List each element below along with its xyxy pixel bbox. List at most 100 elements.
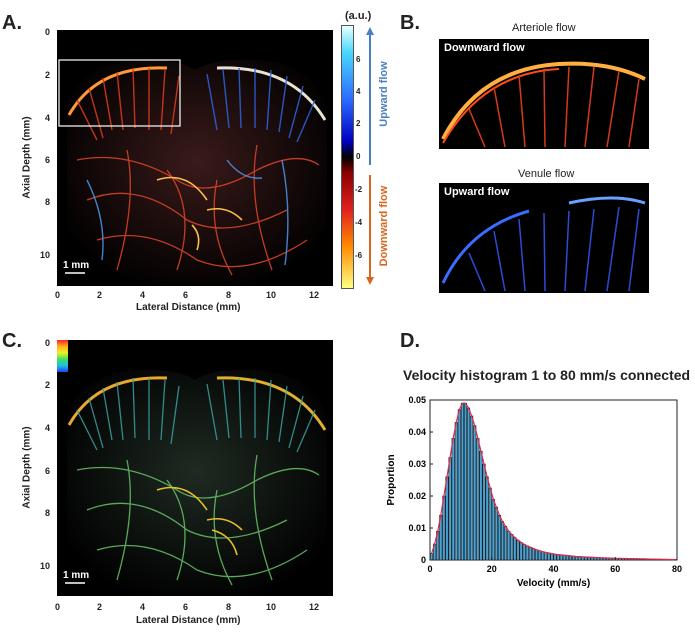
- xtick: 10: [266, 290, 277, 300]
- venule-title: Venule flow: [518, 168, 575, 180]
- histogram-bar: [457, 409, 461, 561]
- histogram-bar: [467, 407, 471, 561]
- xtick: 12: [309, 602, 320, 612]
- histogram-bar: [470, 415, 474, 561]
- xtick: 4: [140, 602, 146, 612]
- histogram-bar: [448, 457, 452, 561]
- xtick: 8: [226, 602, 232, 612]
- downward-flow-label: Downward flow: [378, 185, 390, 267]
- panel-a-label: A.: [2, 12, 22, 34]
- histogram-bar: [501, 521, 505, 561]
- ytick: 6: [45, 155, 51, 165]
- ytick: 0: [45, 338, 51, 348]
- panel-c-xlabel: Lateral Distance (mm): [136, 615, 241, 626]
- xtick: 4: [140, 290, 146, 300]
- xtick: 6: [183, 290, 189, 300]
- histogram-bar: [445, 476, 449, 561]
- velocity-colorbar: [57, 340, 68, 372]
- colorbar-tick: 6: [356, 55, 361, 64]
- histogram-bar: [491, 498, 495, 561]
- histogram-bar: [522, 544, 526, 561]
- venule-vessels: [441, 196, 646, 292]
- ytick: 10: [40, 250, 51, 260]
- histogram-bar: [463, 402, 468, 561]
- histogram-bar: [556, 554, 560, 561]
- histogram-bar: [442, 495, 446, 561]
- scalebar-label-c: 1 mm: [63, 570, 89, 581]
- doppler-vessels-a: 1 mm: [58, 59, 327, 286]
- histogram-bar: [541, 551, 545, 561]
- xtick-label: 0: [427, 564, 432, 574]
- xtick-label: 80: [672, 564, 682, 574]
- colorbar-tick: 2: [356, 119, 361, 128]
- velocity-image-c: 1 mm: [57, 340, 333, 596]
- colorbar-tick: -6: [355, 251, 363, 260]
- histogram-bar: [482, 463, 486, 561]
- venule-tag: Upward flow: [444, 186, 510, 198]
- doppler-colorbar: [341, 25, 354, 289]
- ytick: 8: [45, 508, 51, 518]
- velocity-histogram: 0 20 40 60 80 0 0.01 0.02 0.03 0.04 0.05 Velocity (…: [386, 395, 682, 589]
- ytick: 10: [40, 561, 51, 571]
- histogram-bar: [507, 530, 511, 561]
- xtick: 2: [97, 602, 103, 612]
- ytick: 2: [45, 70, 51, 80]
- histogram-bar: [488, 487, 492, 561]
- histogram-bar: [454, 422, 458, 561]
- colorbar-tick: 4: [356, 87, 361, 96]
- histogram-bar: [562, 554, 566, 561]
- panel-a-xlabel: Lateral Distance (mm): [136, 302, 241, 313]
- histogram-bar: [519, 542, 523, 561]
- ytick: 2: [45, 380, 51, 390]
- histogram-bar: [429, 553, 434, 561]
- histogram-bar: [538, 550, 542, 561]
- histogram-bar: [513, 537, 517, 561]
- velocity-vessels-c: 1 mm: [63, 369, 327, 596]
- xtick-label: 60: [610, 564, 620, 574]
- colorbar-tick: -4: [355, 218, 363, 227]
- ytick: 4: [45, 423, 51, 433]
- colorbar-tick: -2: [355, 185, 363, 194]
- xtick: 0: [55, 602, 61, 612]
- histogram-bar: [473, 425, 477, 561]
- arteriole-title: Arteriole flow: [512, 22, 576, 34]
- histogram-bar: [550, 553, 554, 561]
- ytick-label: 0.04: [408, 427, 426, 437]
- histogram-bar: [504, 526, 508, 561]
- histogram-bar: [534, 549, 539, 561]
- upward-flow-label: Upward flow: [378, 61, 390, 127]
- histogram-bar: [531, 548, 535, 561]
- histogram-bar: [544, 552, 548, 561]
- ytick: 8: [45, 197, 51, 207]
- colorbar-tick: 0: [356, 152, 361, 161]
- histogram-bar: [510, 534, 514, 561]
- arteriole-vessels: [441, 61, 646, 148]
- ytick-label: 0.01: [408, 523, 426, 533]
- xtick-label: 40: [548, 564, 558, 574]
- histogram-bar: [559, 554, 563, 561]
- arteriole-image: Downward flow: [439, 39, 649, 149]
- histogram-bar: [528, 546, 532, 561]
- xtick: 12: [309, 290, 320, 300]
- histogram-bar: [476, 438, 480, 561]
- panel-c-label: C.: [2, 330, 22, 352]
- ytick-label: 0.03: [408, 459, 426, 469]
- histogram-bar: [516, 539, 520, 561]
- xtick: 2: [97, 290, 103, 300]
- venule-image: Upward flow: [439, 183, 649, 293]
- panel-a-ylabel: Axial Depth (mm): [21, 116, 33, 199]
- histogram-bar: [451, 438, 455, 561]
- ytick-label: 0.02: [408, 491, 426, 501]
- histogram-bar: [547, 552, 551, 561]
- histogram-bar: [479, 450, 483, 561]
- ytick: 0: [45, 27, 51, 37]
- histogram-bar: [460, 402, 464, 561]
- colorbar-unit-label: (a.u.): [345, 10, 372, 22]
- arteriole-tag: Downward flow: [444, 42, 525, 54]
- histogram-bar: [525, 545, 529, 561]
- scalebar-label-a: 1 mm: [63, 260, 89, 271]
- fit-curve: [430, 402, 676, 561]
- ytick-label: 0.05: [408, 395, 426, 405]
- panel-b-label: B.: [400, 12, 420, 34]
- histogram-bar: [497, 514, 502, 561]
